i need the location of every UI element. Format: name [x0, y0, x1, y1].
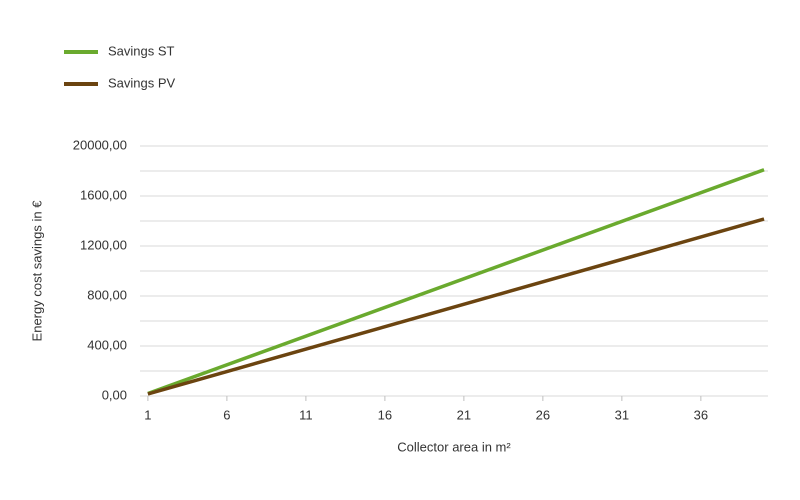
series-line	[147, 168, 765, 396]
x-tick-label: 31	[615, 407, 629, 422]
x-tick-label: 1	[144, 407, 151, 422]
y-tick-label: 800,00	[87, 287, 127, 302]
legend-label: Savings ST	[108, 43, 175, 58]
y-tick-label: 1600,00	[80, 187, 127, 202]
x-tick-label: 21	[457, 407, 471, 422]
x-axis-title: Collector area in m²	[397, 439, 511, 454]
x-tick-label: 16	[378, 407, 392, 422]
y-tick-label: 400,00	[87, 337, 127, 352]
series-line	[147, 217, 765, 396]
y-tick-label: 1200,00	[80, 237, 127, 252]
x-tick-label: 36	[694, 407, 708, 422]
x-tick-label: 26	[536, 407, 550, 422]
x-tick-label: 6	[223, 407, 230, 422]
y-axis-title: Energy cost savings in €	[29, 200, 44, 342]
legend-label: Savings PV	[108, 75, 176, 90]
y-tick-label: 20000,00	[73, 137, 127, 152]
y-tick-label: 0,00	[102, 387, 127, 402]
x-tick-label: 11	[299, 407, 313, 422]
